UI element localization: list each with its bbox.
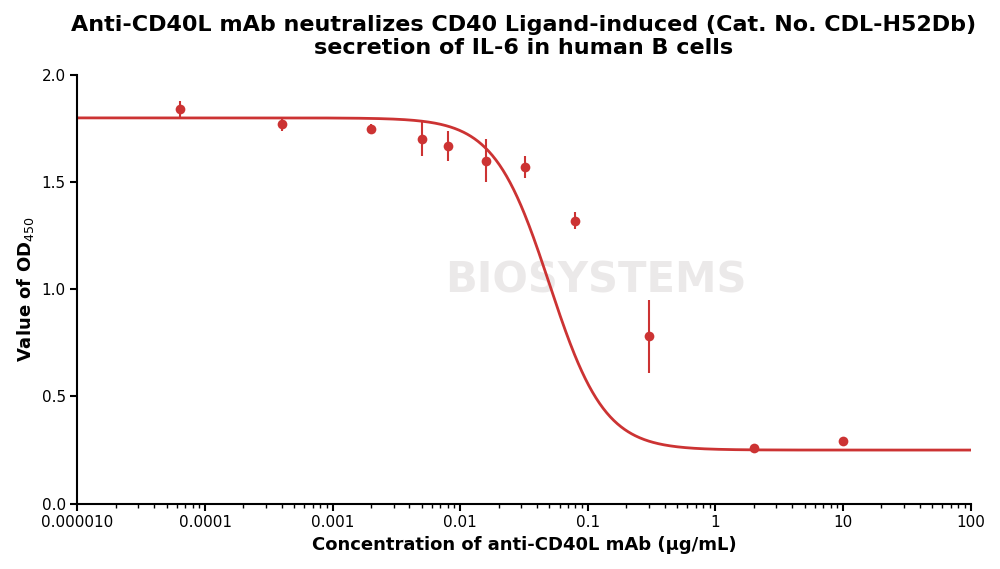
X-axis label: Concentration of anti-CD40L mAb (μg/mL): Concentration of anti-CD40L mAb (μg/mL)	[312, 536, 736, 554]
Text: BIOSYSTEMS: BIOSYSTEMS	[445, 260, 746, 302]
Y-axis label: Value of OD$_{450}$: Value of OD$_{450}$	[15, 217, 36, 362]
Title: Anti-CD40L mAb neutralizes CD40 Ligand-induced (Cat. No. CDL-H52Db)
secretion of: Anti-CD40L mAb neutralizes CD40 Ligand-i…	[71, 15, 977, 58]
